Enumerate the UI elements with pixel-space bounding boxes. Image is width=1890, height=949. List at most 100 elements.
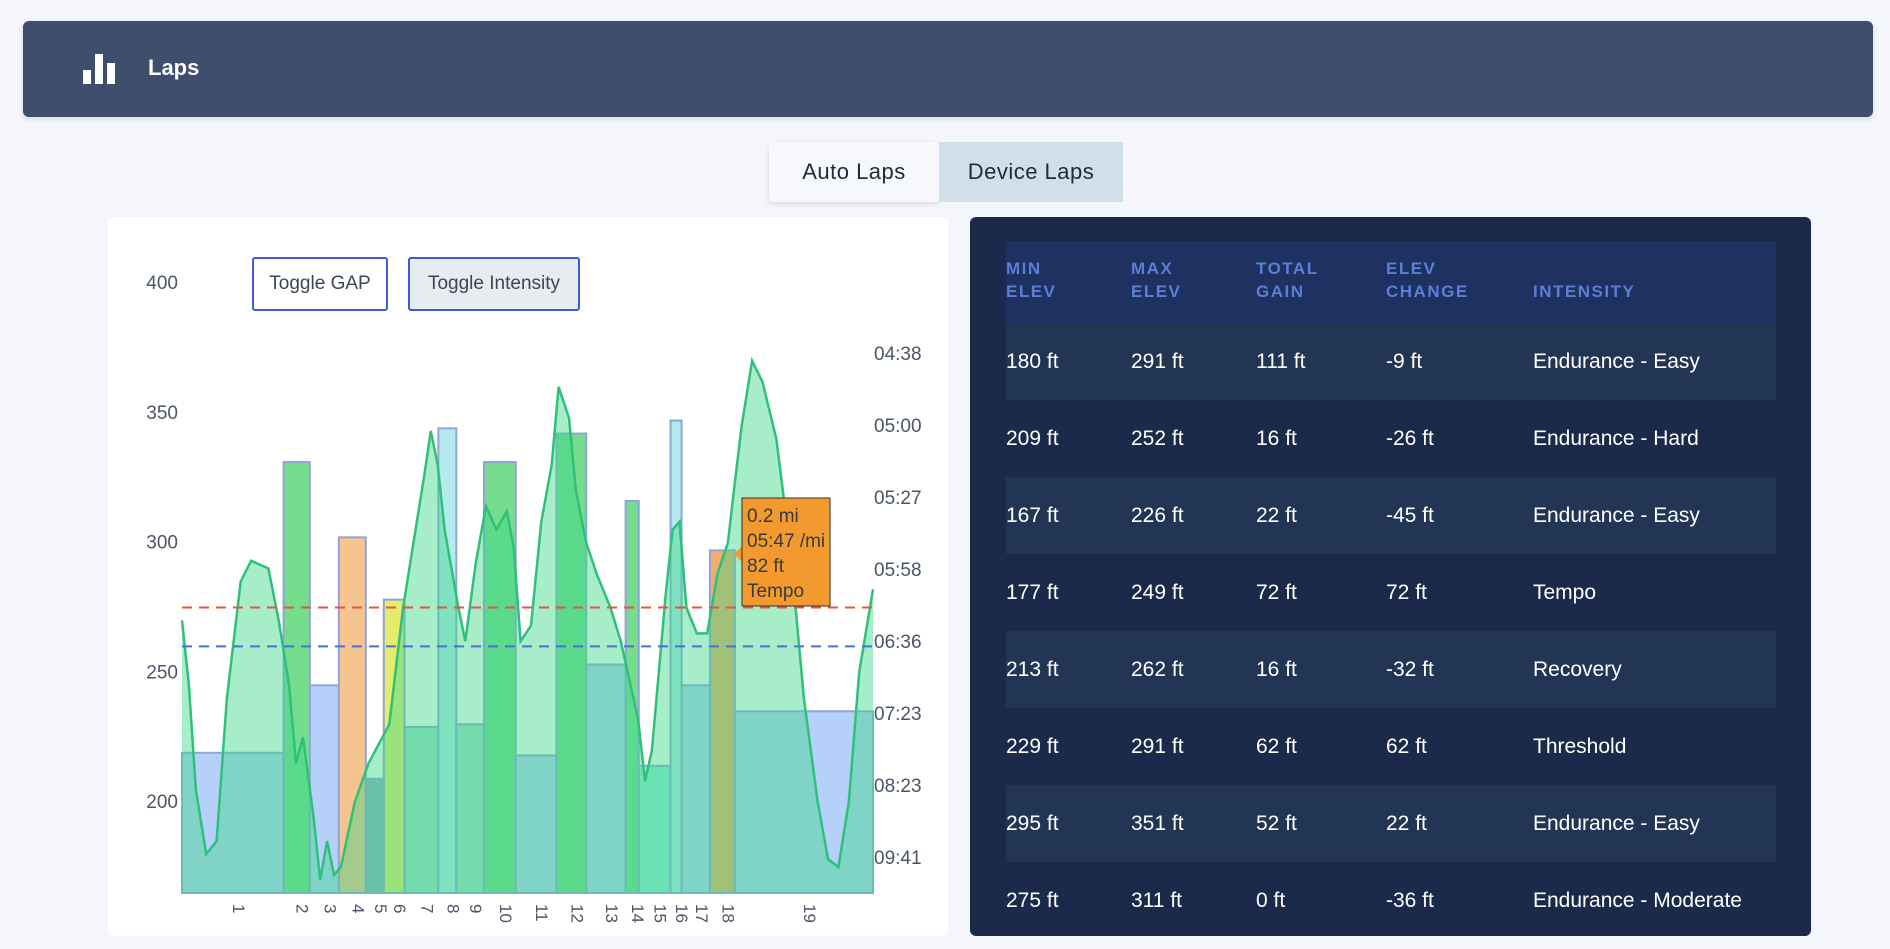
- x-tick-label: 17: [692, 904, 711, 923]
- table-cell: 262 ft: [1131, 657, 1184, 681]
- table-cell: Threshold: [1533, 734, 1627, 758]
- table-cell: 252 ft: [1131, 426, 1184, 450]
- y-right-tick-label: 09:41: [874, 848, 922, 869]
- col-header-max-elev[interactable]: MAX ELEV: [1131, 259, 1182, 301]
- table-cell: 167 ft: [1006, 503, 1059, 527]
- table-row[interactable]: 295 ft 351 ft 52 ft 22 ft Endurance - Easy: [1006, 785, 1776, 862]
- table-row[interactable]: 167 ft 226 ft 22 ft -45 ft Endurance - Easy: [1006, 477, 1776, 554]
- laps-table: MIN ELEV MAX ELEV TOTAL GAIN ELEV CHANGE INT…: [1006, 241, 1776, 936]
- chart-tooltip: [741, 497, 831, 607]
- tab-device-laps[interactable]: Device Laps: [939, 142, 1123, 202]
- lap-bar[interactable]: [337, 536, 367, 894]
- table-cell: 209 ft: [1006, 426, 1059, 450]
- tooltip-intensity: Tempo: [747, 581, 804, 602]
- table-cell: 311 ft: [1131, 888, 1182, 912]
- lap-bar[interactable]: [181, 751, 285, 895]
- table-cell: 16 ft: [1256, 657, 1297, 681]
- table-cell: -9 ft: [1386, 349, 1423, 373]
- y-right-tick-label: 08:23: [874, 776, 922, 797]
- table-cell: Recovery: [1533, 657, 1622, 681]
- laps-table-card: MIN ELEV MAX ELEV TOTAL GAIN ELEV CHANGE INT…: [970, 217, 1811, 936]
- table-row[interactable]: 209 ft 252 ft 16 ft -26 ft Endurance - Hard: [1006, 400, 1776, 477]
- x-tick-label: 12: [567, 904, 586, 923]
- table-cell: Tempo: [1533, 580, 1597, 604]
- y-right-tick-label: 05:58: [874, 560, 922, 581]
- table-cell: 111 ft: [1256, 349, 1306, 373]
- col-header-total-gain[interactable]: TOTAL GAIN: [1256, 259, 1319, 301]
- y-left-tick-label: 200: [146, 792, 178, 813]
- y-right-tick-label: 05:00: [874, 416, 922, 437]
- lap-bar[interactable]: [455, 723, 485, 895]
- lap-bar[interactable]: [555, 432, 588, 894]
- table-cell: 177 ft: [1006, 580, 1059, 604]
- tooltip-elevation: 82 ft: [747, 556, 785, 577]
- lap-bar[interactable]: [637, 764, 672, 894]
- y-left-tick-label: 350: [146, 403, 178, 424]
- toggle-intensity-button[interactable]: Toggle Intensity: [408, 257, 580, 311]
- table-cell: 295 ft: [1006, 811, 1059, 835]
- table-cell: 351 ft: [1131, 811, 1184, 835]
- lap-bar[interactable]: [669, 419, 683, 895]
- elevation-area: [182, 360, 873, 893]
- laps-chart: 400 350 300 250 200 04:38 05:00 05:27 05:58 06:36…: [146, 273, 922, 923]
- table-row[interactable]: 180 ft 291 ft 111 ft -9 ft Endurance - Easy: [1006, 323, 1776, 400]
- table-cell: 275 ft: [1006, 888, 1059, 912]
- x-tick-label: 5: [371, 904, 390, 913]
- table-cell: -32 ft: [1386, 657, 1434, 681]
- x-tick-label: 13: [602, 904, 621, 923]
- table-cell: 72 ft: [1386, 580, 1427, 604]
- table-cell: Endurance - Easy: [1533, 349, 1700, 373]
- lap-bar[interactable]: [585, 663, 627, 894]
- x-tick-label: 14: [628, 904, 647, 923]
- table-row[interactable]: 229 ft 291 ft 62 ft 62 ft Threshold: [1006, 708, 1776, 785]
- table-cell: -45 ft: [1386, 503, 1434, 527]
- table-cell: 180 ft: [1006, 349, 1059, 373]
- table-cell: -26 ft: [1386, 426, 1434, 450]
- col-header-min-elev[interactable]: MIN ELEV: [1006, 259, 1057, 301]
- table-cell: 226 ft: [1131, 503, 1184, 527]
- page-title: Laps: [148, 55, 200, 80]
- lap-tabs: Auto Laps Device Laps: [769, 142, 1123, 204]
- x-tick-label: 10: [496, 904, 515, 923]
- table-cell: Endurance - Moderate: [1533, 888, 1742, 912]
- x-tick-label: 4: [348, 904, 367, 913]
- toggle-gap-button[interactable]: Toggle GAP: [252, 257, 388, 311]
- col-header-elev-change[interactable]: ELEV CHANGE: [1386, 259, 1469, 301]
- table-cell: 16 ft: [1256, 426, 1297, 450]
- y-right-tick-label: 07:23: [874, 704, 922, 725]
- table-row[interactable]: 213 ft 262 ft 16 ft -32 ft Recovery: [1006, 631, 1776, 708]
- tab-auto-laps[interactable]: Auto Laps: [769, 142, 939, 202]
- table-cell: Endurance - Easy: [1533, 503, 1700, 527]
- x-tick-label: 8: [443, 904, 462, 913]
- table-row[interactable]: 275 ft 311 ft 0 ft -36 ft Endurance - Modera…: [1006, 862, 1776, 936]
- laps-chart-card: 400 350 300 250 200 04:38 05:00 05:27 05:58 06:36…: [108, 217, 948, 936]
- table-cell: 52 ft: [1256, 811, 1297, 835]
- table-cell: 213 ft: [1006, 657, 1059, 681]
- table-cell: 229 ft: [1006, 734, 1059, 758]
- table-cell: 0 ft: [1256, 888, 1286, 912]
- table-cell: 22 ft: [1256, 503, 1297, 527]
- y-left-tick-label: 250: [146, 662, 178, 683]
- elevation-line: [180, 356, 875, 881]
- table-row[interactable]: 177 ft 249 ft 72 ft 72 ft Tempo: [1006, 554, 1776, 631]
- col-header-intensity[interactable]: INTENSITY: [1533, 282, 1636, 301]
- lap-bar[interactable]: [308, 684, 340, 894]
- lap-bar[interactable]: [403, 725, 440, 895]
- bar-chart-icon: [83, 54, 115, 84]
- x-tick-label: 9: [466, 904, 485, 913]
- table-cell: 62 ft: [1386, 734, 1427, 758]
- table-cell: 291 ft: [1131, 349, 1184, 373]
- table-cell: 291 ft: [1131, 734, 1184, 758]
- tooltip-pointer: [734, 546, 742, 562]
- x-tick-label: 6: [390, 904, 409, 913]
- table-cell: 62 ft: [1256, 734, 1297, 758]
- tooltip-distance: 0.2 mi: [747, 506, 799, 527]
- y-left-tick-label: 400: [146, 273, 178, 294]
- x-tick-label: 18: [718, 904, 737, 923]
- x-tick-label: 19: [800, 904, 819, 923]
- x-tick-label: 7: [417, 904, 436, 913]
- table-cell: Endurance - Hard: [1533, 426, 1699, 450]
- table-cell: 249 ft: [1131, 580, 1184, 604]
- y-left-tick-label: 300: [146, 533, 178, 554]
- lap-bar[interactable]: [437, 427, 458, 894]
